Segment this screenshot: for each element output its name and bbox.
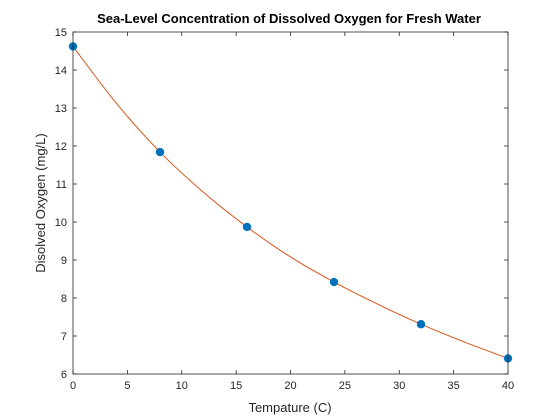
y-tick-label: 9 (61, 255, 67, 267)
y-tick-label: 11 (56, 179, 67, 191)
y-tick-label: 6 (61, 369, 67, 381)
y-tick-label: 12 (55, 141, 67, 153)
x-tick-label: 5 (124, 380, 130, 392)
x-tick-label: 0 (70, 380, 76, 392)
y-tick-label: 10 (55, 217, 67, 229)
y-tick-label: 14 (55, 65, 67, 77)
x-tick-label: 40 (502, 380, 514, 392)
plot-area (73, 32, 508, 374)
x-axis-label: Tempature (C) (248, 400, 331, 415)
fit-curve-layer (72, 46, 509, 359)
x-tick-label: 10 (176, 380, 188, 392)
y-axis-ticks: 6 7 8 9 10 11 12 13 14 15 (55, 27, 508, 381)
y-axis-label: Disolved Oxygen (mg/L) (33, 133, 48, 272)
x-tick-label: 35 (448, 380, 460, 392)
y-tick-label: 13 (55, 103, 67, 115)
chart-title: Sea-Level Concentration of Dissolved Oxy… (97, 11, 481, 26)
data-point (416, 320, 426, 329)
data-point (155, 147, 165, 157)
fit-curve (72, 46, 509, 359)
data-point (329, 277, 339, 287)
y-tick-label: 7 (61, 331, 67, 343)
x-tick-label: 20 (284, 380, 296, 392)
x-axis-ticks: 0 5 10 15 20 25 30 35 40 (70, 32, 514, 392)
x-tick-label: 15 (230, 380, 242, 392)
data-point (242, 222, 252, 232)
y-tick-label: 8 (61, 293, 67, 305)
y-tick-label: 15 (55, 27, 67, 39)
x-tick-label: 30 (393, 380, 405, 392)
x-tick-label: 25 (339, 380, 351, 392)
